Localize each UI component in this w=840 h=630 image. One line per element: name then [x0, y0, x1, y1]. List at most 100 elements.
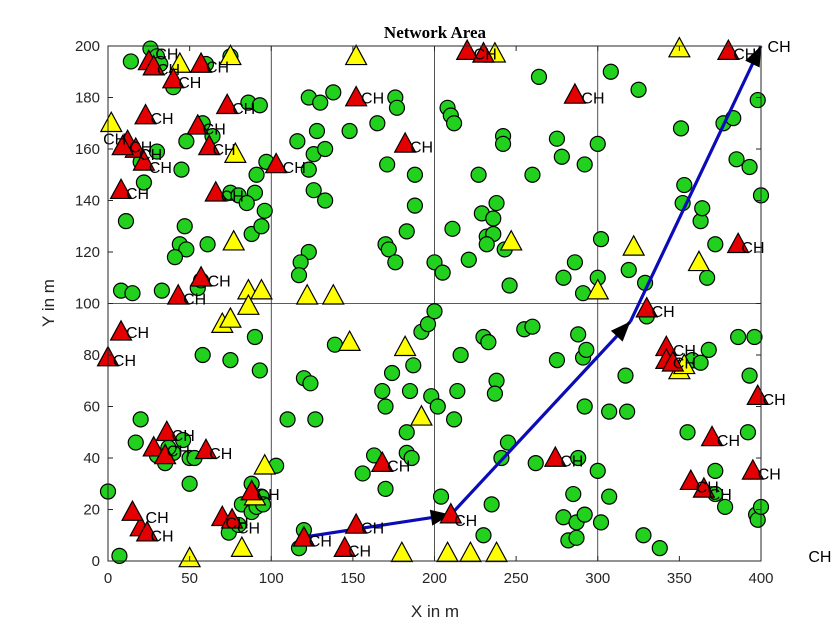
cluster-head-node [215, 92, 239, 115]
cluster-head-node [439, 502, 463, 524]
ch-label: CH [696, 479, 719, 496]
normal-node [300, 161, 317, 178]
cluster-head-node [153, 443, 177, 465]
normal-node [524, 166, 541, 183]
cluster-head-node [240, 479, 264, 501]
normal-node [501, 277, 518, 294]
ch-label: CH [673, 343, 696, 360]
normal-node [251, 97, 268, 114]
cluster-head-node [134, 103, 158, 125]
cluster-head-node [563, 82, 587, 104]
normal-node [341, 122, 358, 140]
normal-node [470, 166, 487, 183]
x-axis-label: X in m [411, 602, 459, 621]
normal-node [530, 68, 548, 86]
normal-node [601, 403, 618, 420]
ch-label: CH [167, 443, 190, 460]
normal-node [566, 254, 583, 271]
y-tick-label: 140 [75, 193, 100, 210]
normal-node [694, 200, 711, 217]
normal-node [651, 540, 668, 557]
normal-node [432, 488, 450, 505]
cluster-head-node [344, 512, 368, 534]
yellow-node [485, 541, 508, 563]
normal-node [619, 403, 636, 420]
normal-node [483, 496, 500, 513]
normal-node [222, 352, 239, 369]
cluster-head-node [635, 296, 659, 318]
normal-node [570, 326, 587, 343]
axis-ticks: 0 50 100 150 200 250 300 350 400 0 20 40 60 80 100 120 1… [75, 38, 774, 587]
ch-label: CH [387, 459, 410, 476]
cluster-head-node [155, 419, 179, 442]
cluster-head-node [543, 445, 567, 467]
yellow-node [223, 141, 247, 163]
ch-label: CH [758, 466, 781, 483]
normal-node [460, 251, 477, 268]
normal-node [617, 367, 634, 384]
ch-label: CH [232, 101, 255, 118]
ch-label: CH [237, 521, 260, 538]
normal-node [178, 241, 195, 258]
normal-node [692, 354, 709, 371]
ch-label: CH [209, 446, 232, 463]
y-tick-label: 60 [83, 399, 100, 416]
cluster-head-node [189, 265, 213, 287]
cluster-head-node [109, 177, 133, 200]
ch-label: CH [717, 433, 740, 450]
normal-node [620, 261, 637, 279]
normal-node [173, 161, 190, 178]
normal-node [111, 547, 128, 564]
normal-node [672, 120, 690, 137]
yellow-node [253, 453, 277, 475]
normal-node [308, 122, 326, 140]
yellow-node [586, 278, 610, 300]
yellow-node [321, 283, 345, 305]
y-tick-label: 0 [92, 553, 100, 570]
normal-node [354, 465, 371, 482]
normal-node [578, 341, 595, 358]
cluster-head-node [204, 180, 228, 202]
normal-node [289, 133, 306, 150]
normal-node [576, 398, 593, 415]
normal-node [398, 424, 415, 441]
normal-node [728, 151, 745, 168]
x-tick-label: 100 [259, 570, 284, 587]
yellow-node [338, 329, 362, 351]
normal-node [746, 328, 763, 346]
normal-node [246, 328, 264, 346]
yellow-node [249, 278, 273, 300]
normal-node [565, 485, 582, 503]
normal-node [305, 182, 322, 199]
normal-node [290, 267, 308, 284]
normal-node [380, 241, 397, 258]
normal-node [592, 231, 610, 248]
x-tick-label: 350 [667, 570, 692, 587]
x-tick-label: 300 [585, 570, 610, 587]
cluster-head-node [111, 134, 135, 156]
ch-label: CH [221, 188, 244, 205]
normal-node [251, 362, 268, 379]
ch-label: CH [150, 528, 173, 545]
normal-node [568, 529, 585, 546]
normal-node [405, 357, 422, 374]
ch-label: CH [206, 60, 229, 77]
normal-node [524, 318, 541, 335]
cluster-head-node [121, 499, 144, 521]
cluster-head-node [197, 134, 221, 156]
normal-node [716, 498, 734, 516]
normal-node [475, 527, 492, 544]
cluster-head-node [679, 468, 703, 491]
normal-node [700, 341, 717, 358]
ch-label: CH [361, 91, 384, 108]
normal-node [307, 411, 324, 428]
ch-label: CH [146, 510, 169, 527]
yellow-node [344, 44, 368, 66]
ch-label: CH [309, 533, 332, 550]
cluster-head-node [333, 535, 357, 557]
ch-label: CH [560, 454, 583, 471]
cluster-head-node [455, 38, 479, 61]
cluster-head-node [132, 149, 156, 171]
normal-node [369, 115, 386, 132]
